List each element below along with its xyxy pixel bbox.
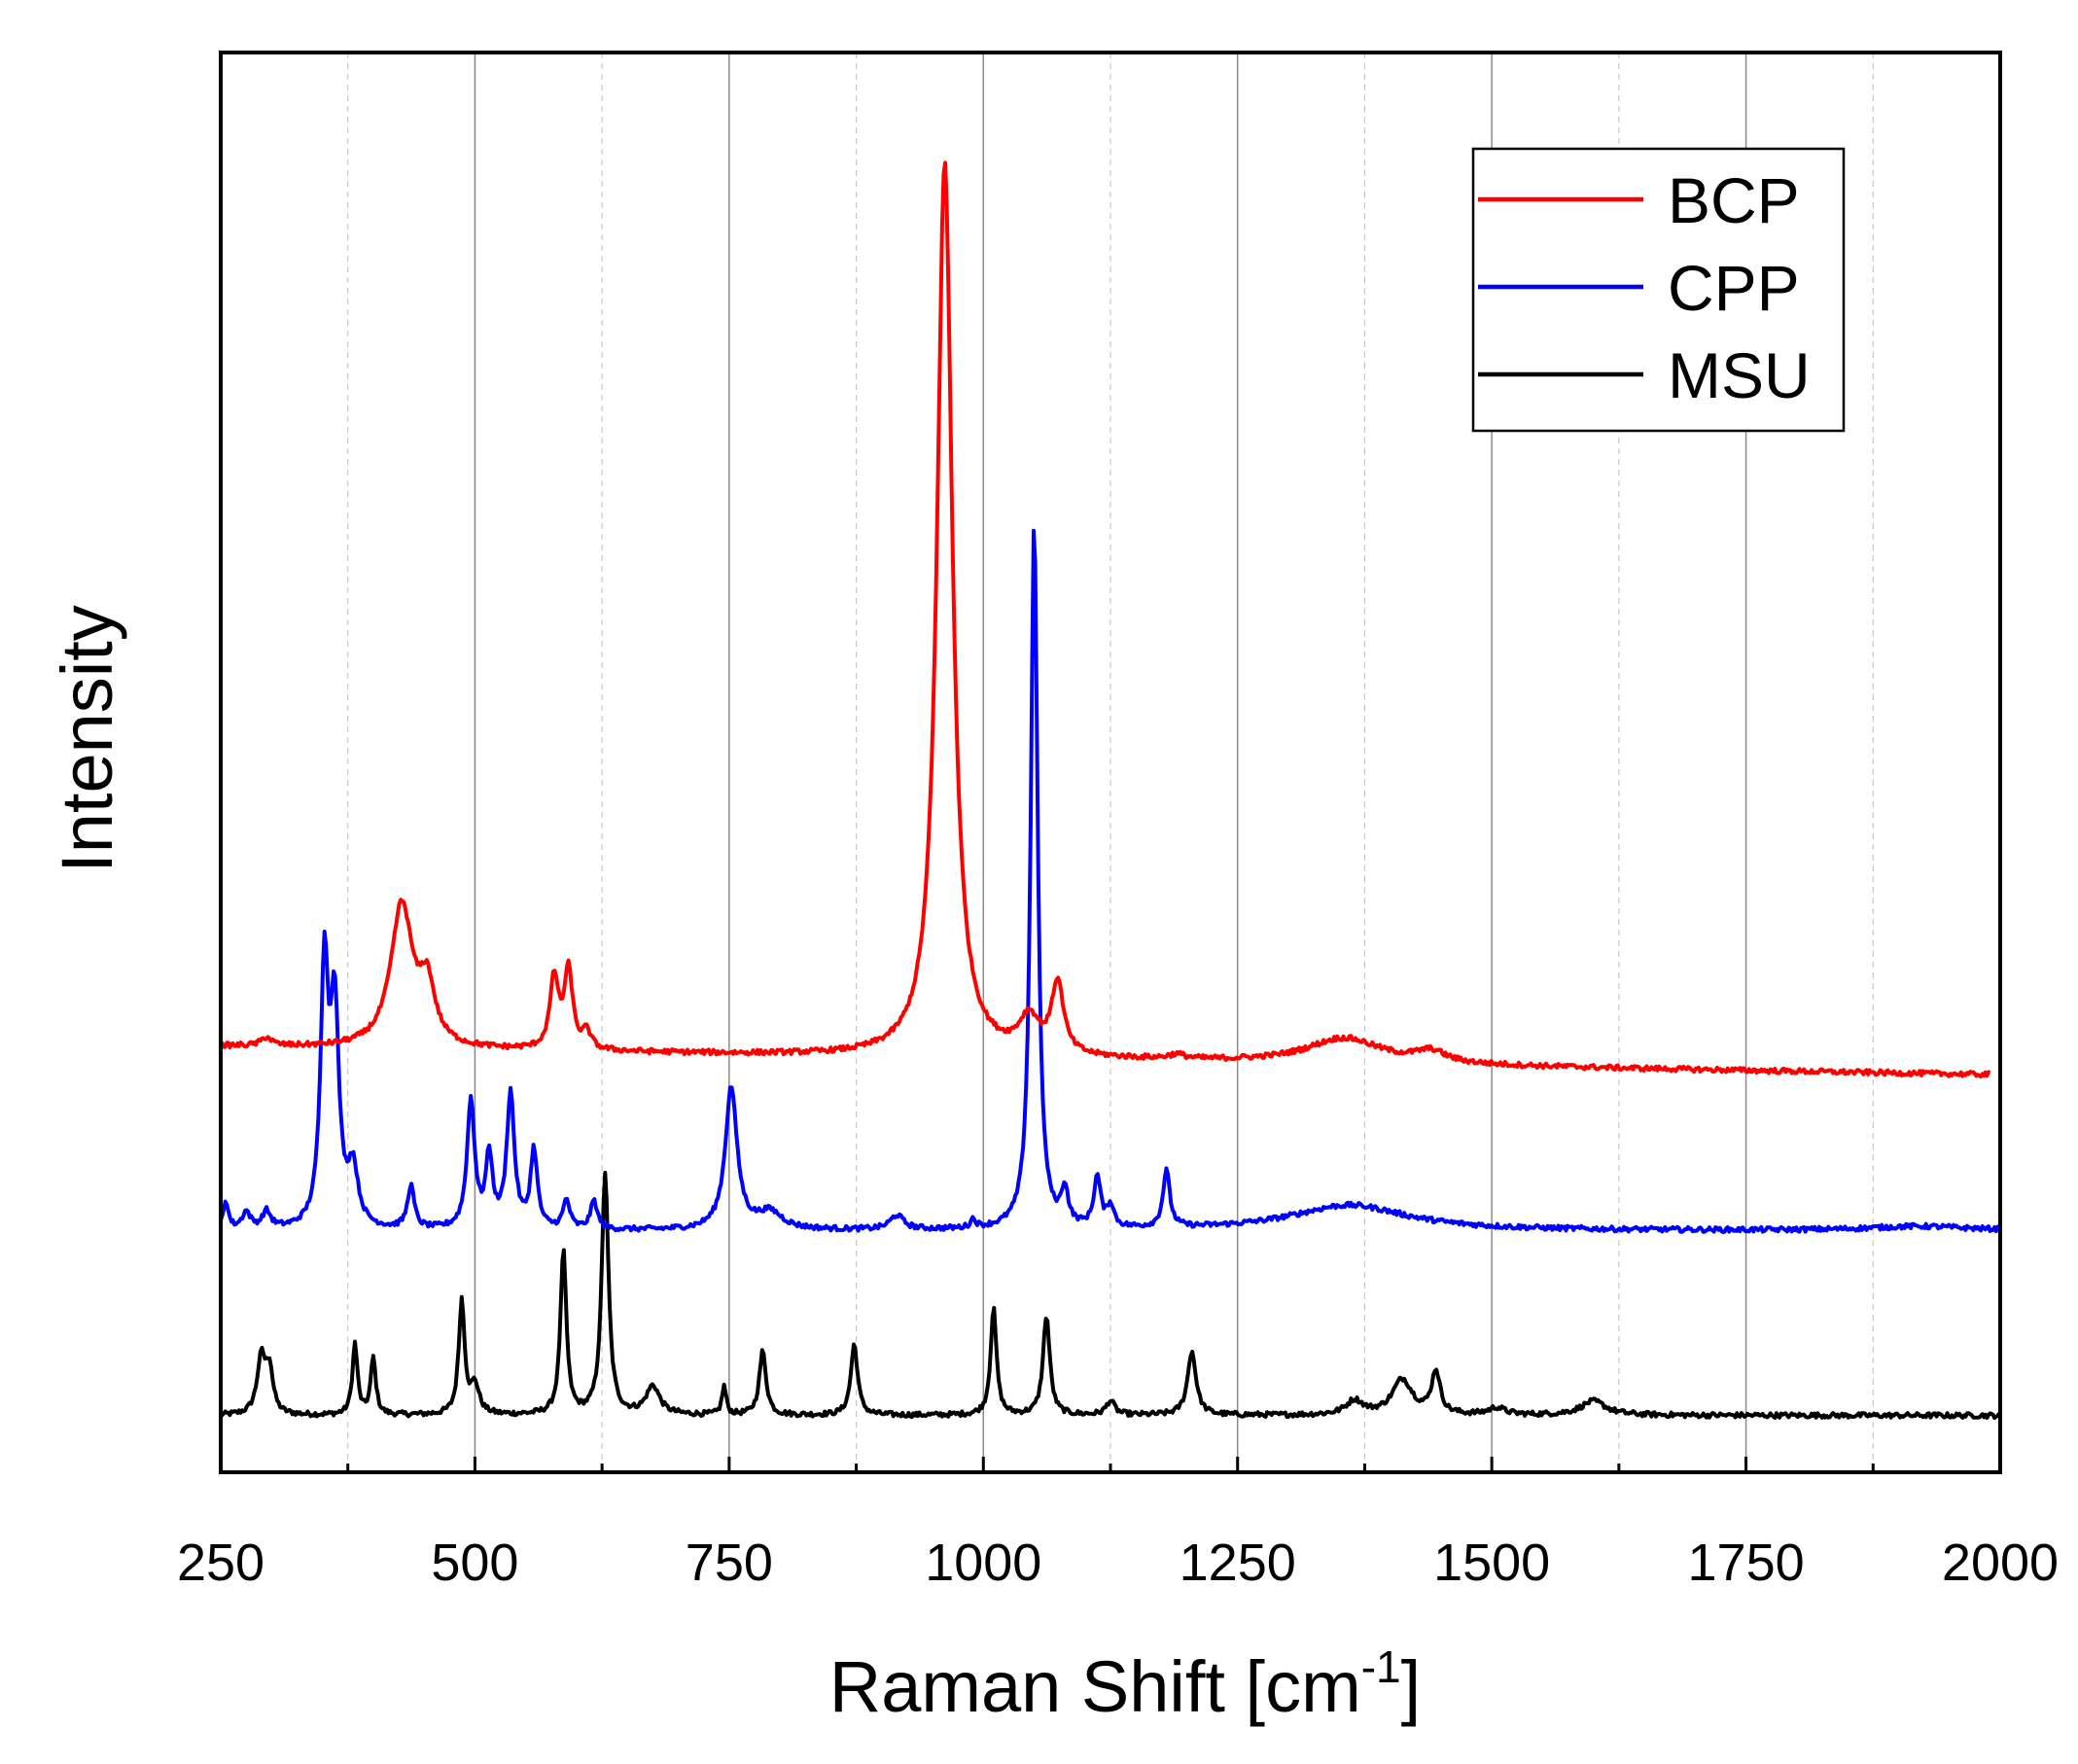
- x-tick-label-500: 500: [431, 1534, 518, 1592]
- x-tick-label-250: 250: [177, 1534, 264, 1592]
- series-layer: [219, 160, 2001, 1421]
- series-line-bcp: [219, 160, 1991, 1079]
- x-axis-label-end: ]: [1401, 1646, 1422, 1727]
- series-line-cpp: [219, 528, 2001, 1234]
- tick-layer: 250 500 750 1000 1250 1500 1750 2000: [177, 1457, 2059, 1592]
- series-line-msu: [219, 1171, 2001, 1421]
- x-tick-label-1250: 1250: [1180, 1534, 1296, 1592]
- legend-label-msu: MSU: [1668, 339, 1811, 411]
- x-tick-label-1500: 1500: [1433, 1534, 1550, 1592]
- y-axis-label: Intensity: [47, 605, 127, 873]
- x-tick-label-1000: 1000: [925, 1534, 1041, 1592]
- legend-box: [1471, 147, 1846, 433]
- x-tick-label-750: 750: [686, 1534, 773, 1592]
- legend-label-bcp: BCP: [1668, 164, 1800, 236]
- x-tick-label-2000: 2000: [1942, 1534, 2059, 1592]
- label-layer: Raman Shift [cm-1] Intensity: [47, 605, 1421, 1727]
- x-axis-label: Raman Shift [cm-1]: [829, 1641, 1421, 1727]
- legend: BCP CPP MSU: [1471, 147, 1846, 433]
- legend-label-cpp: CPP: [1668, 252, 1800, 324]
- x-axis-label-superscript: -1: [1361, 1641, 1401, 1692]
- x-tick-label-1750: 1750: [1688, 1534, 1805, 1592]
